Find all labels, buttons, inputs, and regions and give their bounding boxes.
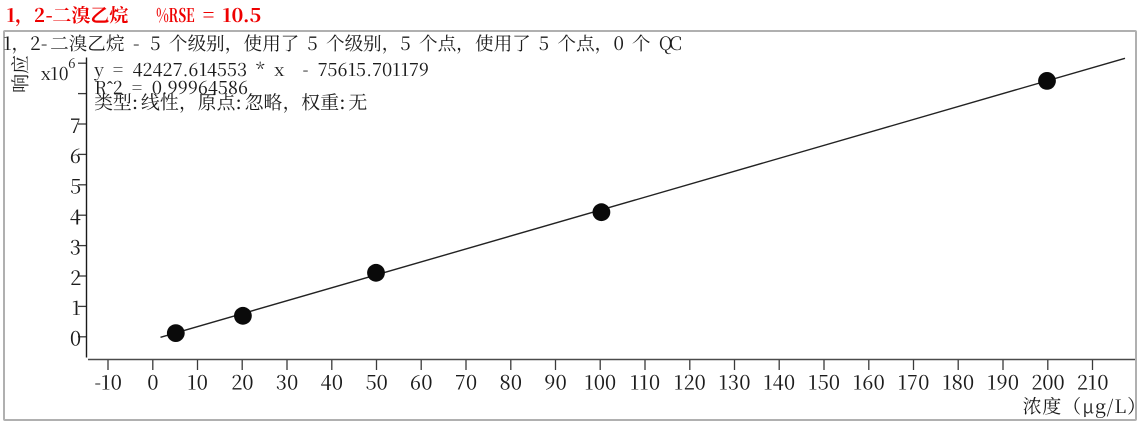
- svg-text:90: 90: [544, 367, 566, 396]
- svg-text:170: 170: [898, 367, 930, 396]
- svg-text:50: 50: [365, 367, 387, 396]
- svg-text:1: 1: [72, 292, 81, 321]
- svg-text:2: 2: [70, 262, 81, 291]
- svg-text:6: 6: [70, 140, 81, 169]
- svg-text:120: 120: [674, 367, 706, 396]
- svg-text:130: 130: [719, 367, 751, 396]
- svg-text:140: 140: [763, 367, 795, 396]
- svg-text:7: 7: [70, 110, 81, 139]
- svg-text:5: 5: [70, 171, 81, 200]
- svg-text:30: 30: [276, 367, 298, 396]
- svg-text:190: 190: [987, 367, 1019, 396]
- svg-text:0: 0: [147, 367, 158, 396]
- svg-text:4: 4: [70, 201, 82, 230]
- svg-text:60: 60: [410, 367, 432, 396]
- svg-text:160: 160: [853, 367, 885, 396]
- svg-text:210: 210: [1077, 367, 1109, 396]
- svg-text:180: 180: [942, 367, 974, 396]
- svg-text:150: 150: [808, 367, 840, 396]
- svg-text:3: 3: [70, 231, 81, 260]
- svg-text:10: 10: [187, 367, 208, 396]
- svg-text:0: 0: [70, 323, 81, 352]
- svg-text:80: 80: [500, 367, 522, 396]
- svg-text:100: 100: [584, 367, 616, 396]
- svg-text:110: 110: [630, 367, 660, 396]
- svg-text:40: 40: [321, 367, 343, 396]
- svg-text:20: 20: [231, 367, 253, 396]
- svg-text:-10: -10: [94, 367, 121, 396]
- svg-text:200: 200: [1031, 367, 1064, 396]
- svg-text:70: 70: [455, 367, 477, 396]
